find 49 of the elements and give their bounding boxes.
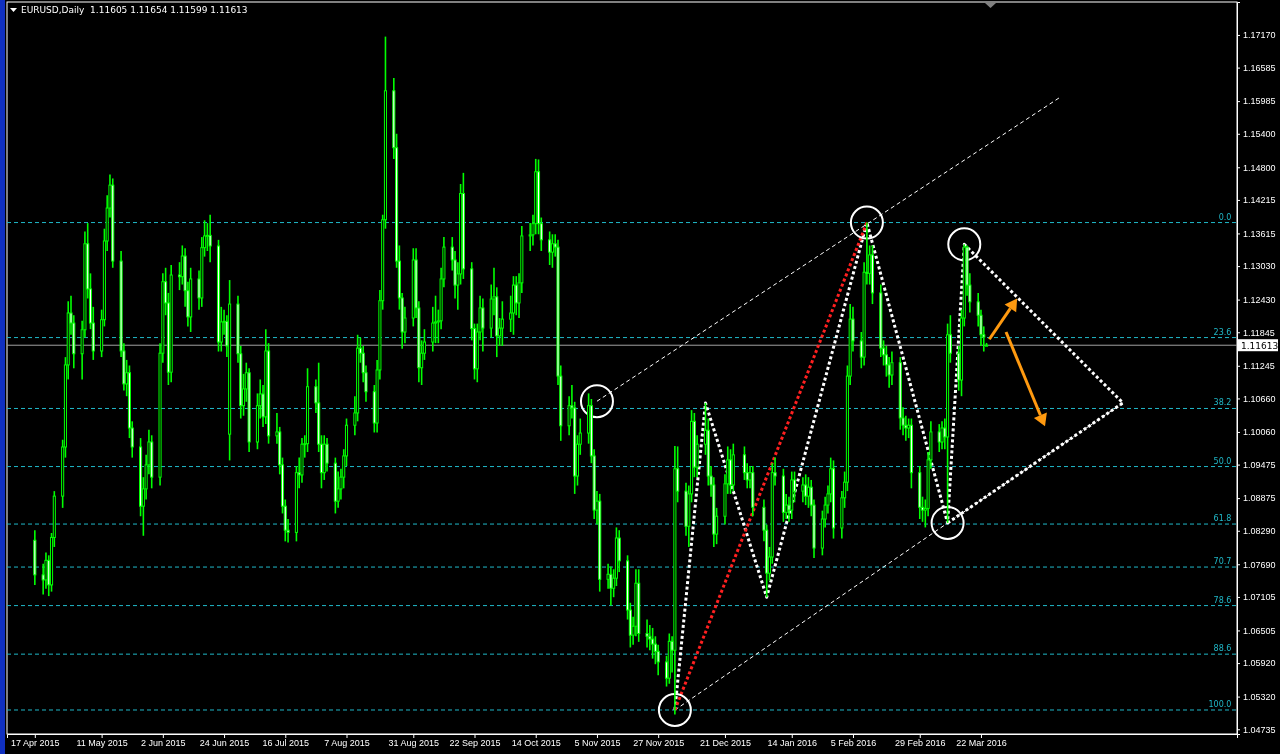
y-tick-label: 1.07105 xyxy=(1243,592,1276,603)
x-tick-label: 22 Mar 2016 xyxy=(956,738,1007,749)
y-tick-label: 1.13615 xyxy=(1243,228,1276,239)
y-tick-label: 1.14215 xyxy=(1243,195,1276,206)
annotation: 61.8 xyxy=(1213,514,1232,524)
x-tick-label: 27 Nov 2015 xyxy=(633,738,685,749)
ref-line-label: 1.11613 xyxy=(1241,340,1279,351)
x-tick-label: 21 Dec 2015 xyxy=(699,738,751,749)
x-tick-label: 14 Jan 2016 xyxy=(767,738,818,749)
y-tick-label: 1.15985 xyxy=(1243,96,1276,107)
x-tick-label: 5 Nov 2015 xyxy=(574,738,621,749)
x-tick-label: 22 Sep 2015 xyxy=(449,738,501,749)
annotation: 70.7 xyxy=(1213,557,1232,567)
annotation: 0.0 xyxy=(1218,212,1232,222)
y-tick-label: 1.05920 xyxy=(1243,658,1276,669)
x-tick-label: 11 May 2015 xyxy=(76,738,128,749)
x-tick-label: 24 Jun 2015 xyxy=(199,738,250,749)
x-tick-label: 7 Aug 2015 xyxy=(324,738,370,749)
x-tick-label: 14 Oct 2015 xyxy=(511,738,561,749)
y-tick-label: 1.05320 xyxy=(1243,691,1276,702)
y-tick-label: 1.08875 xyxy=(1243,493,1276,504)
x-tick-label: 31 Aug 2015 xyxy=(388,738,440,749)
y-tick-label: 1.10060 xyxy=(1243,427,1276,438)
annotation: 100.0 xyxy=(1208,699,1232,709)
y-tick-label: 1.07690 xyxy=(1243,559,1276,570)
y-tick-label: 1.15400 xyxy=(1243,129,1276,140)
annotation: 88.6 xyxy=(1213,644,1232,654)
y-tick-label: 1.04735 xyxy=(1243,724,1276,735)
y-tick-label: 1.16585 xyxy=(1243,62,1276,73)
y-tick-label: 1.12430 xyxy=(1243,294,1276,305)
x-tick-label: 17 Apr 2015 xyxy=(11,738,60,749)
annotation: 50.0 xyxy=(1213,456,1232,466)
x-tick-label: 5 Feb 2016 xyxy=(830,738,877,749)
annotation: 38.2 xyxy=(1213,398,1232,408)
annotation: 23.6 xyxy=(1213,327,1232,337)
x-tick-label: 29 Feb 2016 xyxy=(894,738,946,749)
y-tick-label: 1.14800 xyxy=(1243,162,1276,173)
y-tick-label: 1.11845 xyxy=(1243,327,1275,338)
x-tick-label: 2 Jun 2015 xyxy=(141,738,186,749)
y-tick-label: 1.13030 xyxy=(1243,261,1276,272)
y-tick-label: 1.11245 xyxy=(1243,361,1275,372)
y-tick-label: 1.10660 xyxy=(1243,393,1276,404)
x-tick-label: 16 Jul 2015 xyxy=(262,738,310,749)
chart-title: EURUSD,Daily 1.11605 1.11654 1.11599 1.11613 xyxy=(21,5,248,15)
y-tick-label: 1.08290 xyxy=(1243,526,1276,537)
annotation: 78.6 xyxy=(1213,595,1232,605)
y-tick-label: 1.09475 xyxy=(1243,459,1276,470)
y-tick-label: 1.17170 xyxy=(1243,30,1276,41)
y-tick-label: 1.06505 xyxy=(1243,625,1276,636)
